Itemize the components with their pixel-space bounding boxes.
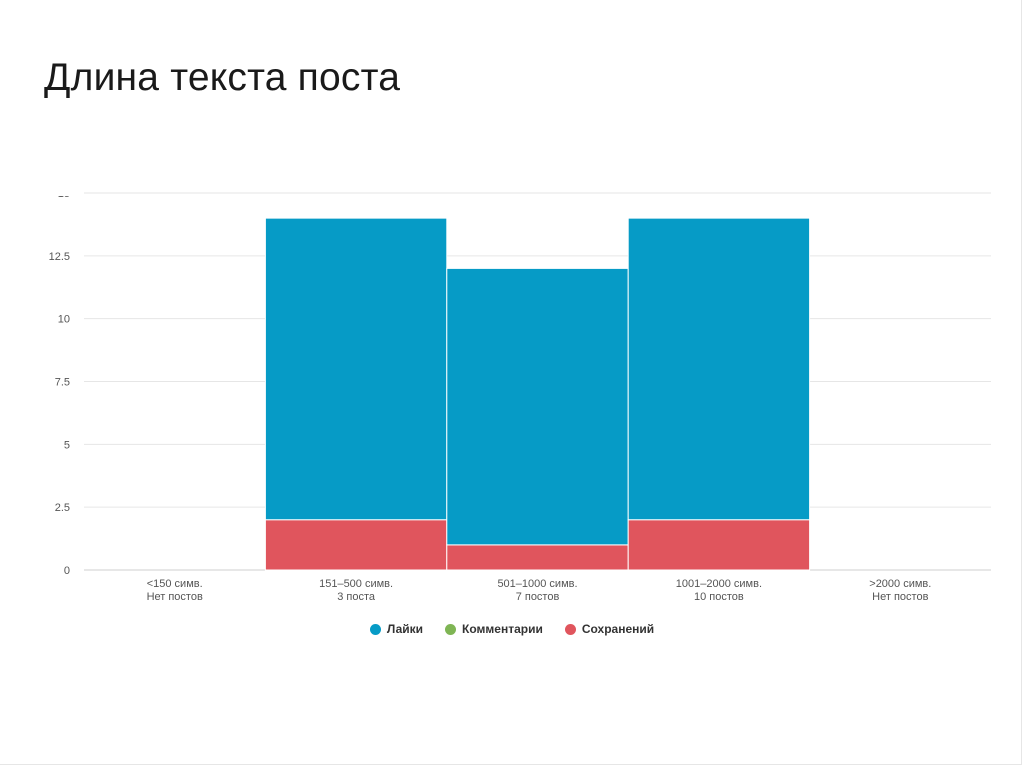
legend-item[interactable]: Лайки: [369, 622, 424, 636]
legend-item[interactable]: Сохранений: [564, 622, 655, 636]
x-tick-label: 151–500 симв.: [319, 578, 393, 590]
chart-legend: Лайки Комментарии Сохранений: [0, 622, 1024, 636]
y-tick-label: 12.5: [49, 251, 70, 263]
bar-Лайки: [627, 217, 811, 521]
slide-title: Длина текста поста: [44, 56, 401, 99]
y-tick-label: 0: [64, 565, 70, 577]
y-tick-label: 15: [58, 188, 70, 200]
legend-marker: [369, 623, 381, 635]
x-tick-label: 10 постов: [694, 591, 744, 603]
x-tick-label: Нет постов: [872, 591, 928, 603]
y-tick-label: 5: [64, 439, 70, 451]
legend-item[interactable]: Комментарии: [445, 622, 543, 636]
x-tick-label: 7 постов: [516, 591, 560, 603]
y-tick-label: 7.5: [55, 377, 70, 389]
x-tick-label: 1001–2000 симв.: [676, 578, 762, 590]
y-tick-label: 2.5: [55, 502, 70, 514]
bar-Сохранений: [264, 519, 448, 571]
legend-marker: [445, 623, 457, 635]
y-tick-label: 10: [58, 314, 70, 326]
x-tick-label: 501–1000 симв.: [497, 578, 577, 590]
legend-marker: [564, 623, 576, 635]
bar-Лайки: [446, 267, 629, 546]
x-tick-label: <150 симв.: [147, 578, 203, 590]
bar-Лайки: [264, 217, 448, 521]
x-tick-label: >2000 симв.: [869, 578, 931, 590]
legend-label: Сохранений: [581, 622, 655, 636]
legend-label: Лайки: [386, 622, 424, 636]
legend-label: Комментарии: [462, 622, 543, 636]
bar-Сохранений: [446, 544, 629, 571]
x-tick-label: 3 поста: [337, 591, 376, 603]
x-tick-label: Нет постов: [147, 591, 203, 603]
bar-Сохранений: [627, 519, 811, 571]
